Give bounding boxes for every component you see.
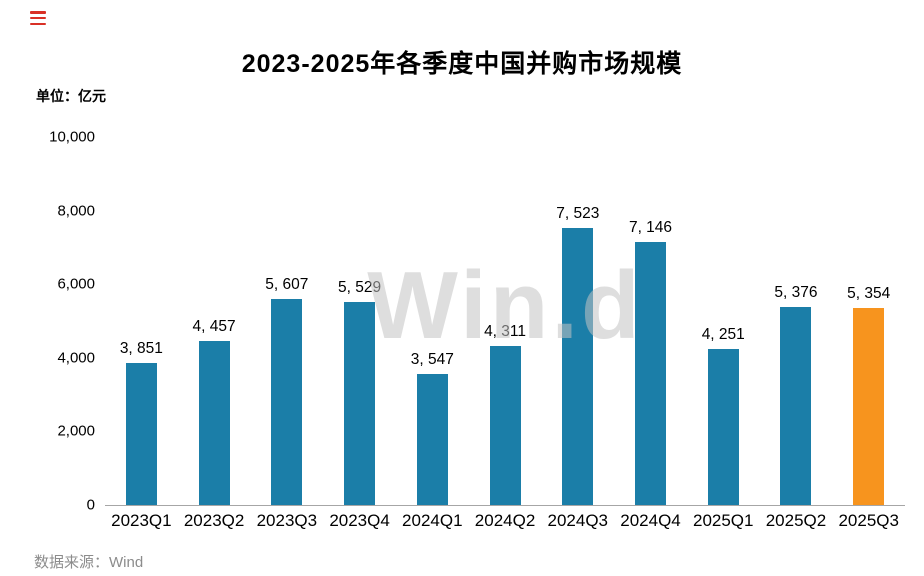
- x-axis-label: 2025Q3: [838, 511, 899, 530]
- x-axis-label: 2025Q1: [692, 511, 754, 530]
- bar: [853, 307, 885, 505]
- bar-value-label: 5, 354: [847, 284, 891, 302]
- x-axis-label: 2023Q4: [329, 511, 390, 530]
- x-axis: 2023Q1 2023Q2 2023Q3 2023Q4 2024Q1 2024Q2 2024…: [105, 511, 905, 537]
- bar-value-label: 5, 376: [774, 284, 818, 302]
- x-axis-label: 2025Q2: [765, 511, 827, 530]
- bar-column: 5, 354: [832, 137, 905, 505]
- x-axis-label: 2023Q2: [183, 511, 245, 530]
- bar: [344, 301, 376, 505]
- bar-column: 7, 523: [541, 137, 614, 505]
- y-tick-label: 6,000: [57, 275, 95, 293]
- bar-value-label: 5, 607: [265, 275, 309, 293]
- y-tick-label: 0: [86, 496, 95, 514]
- x-axis-label: 2024Q1: [402, 511, 463, 530]
- menu-icon-bar: [30, 11, 46, 14]
- bar-column: 3, 851: [105, 137, 178, 505]
- bar-value-label: 4, 311: [484, 323, 527, 341]
- bar: [271, 298, 303, 505]
- bar: [707, 348, 739, 505]
- bar: [635, 242, 666, 505]
- bar-column: 5, 607: [250, 137, 323, 505]
- bar: [416, 374, 448, 505]
- bar-column: 5, 529: [323, 137, 396, 505]
- x-axis-label: 2023Q1: [111, 511, 172, 530]
- bar-value-label: 7, 523: [556, 205, 600, 223]
- x-axis-label: 2024Q2: [474, 511, 536, 530]
- bar-column: 4, 251: [687, 137, 760, 505]
- bar-value-label: 5, 529: [338, 278, 382, 296]
- bar-column: 7, 146: [614, 137, 687, 505]
- y-tick-label: 4,000: [57, 349, 95, 367]
- bar-value-label: 3, 851: [119, 340, 163, 358]
- x-axis-label: 2024Q3: [547, 511, 609, 530]
- bar: [198, 340, 230, 505]
- plot-area: 3, 851 4, 457 5, 607 5, 529 3, 547 4, 311 7, 5…: [105, 137, 905, 506]
- bar: [125, 363, 157, 505]
- bar-value-label: 3, 547: [410, 351, 454, 369]
- y-tick-label: 8,000: [57, 202, 95, 220]
- bar-value-label: 7, 146: [628, 219, 673, 237]
- bar-column: 4, 457: [178, 137, 251, 505]
- menu-icon-bar: [30, 16, 46, 20]
- menu-icon[interactable]: [30, 11, 46, 25]
- bar-column: 3, 547: [396, 137, 469, 505]
- bars-container: 3, 851 4, 457 5, 607 5, 529 3, 547 4, 311 7, 5…: [105, 137, 905, 505]
- y-tick-label: 10,000: [49, 128, 95, 146]
- chart-title: 2023-2025年各季度中国并购市场规模: [241, 50, 683, 78]
- bar-column: 4, 311: [469, 137, 542, 505]
- unit-label: 单位：亿元: [36, 88, 106, 104]
- bar-value-label: 4, 251: [701, 325, 745, 343]
- x-axis-label: 2024Q4: [620, 511, 681, 530]
- bar-value-label: 4, 457: [192, 317, 236, 335]
- bar: [489, 346, 521, 505]
- bar: [562, 228, 594, 505]
- menu-icon-bar: [30, 22, 46, 25]
- data-source-label: 数据来源：Wind: [34, 554, 144, 571]
- y-tick-label: 2,000: [57, 422, 95, 440]
- y-axis: 0 2,000 4,000 6,000 8,000 10,000: [25, 129, 95, 514]
- bar-column: 5, 376: [760, 137, 833, 505]
- bar: [780, 307, 812, 505]
- x-axis-label: 2023Q3: [256, 511, 318, 530]
